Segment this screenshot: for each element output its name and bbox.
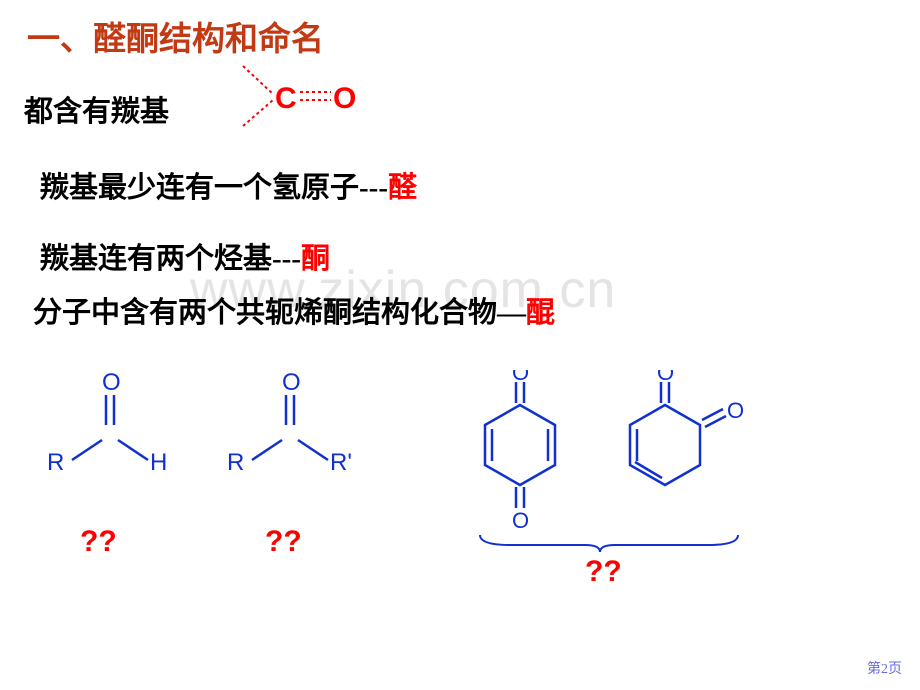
question-mark-1: ??: [80, 525, 117, 559]
carbonyl-o: O: [333, 82, 356, 115]
carbonyl-c: C: [275, 82, 297, 115]
line5-em: 醌: [526, 297, 555, 329]
line3-em: 醛: [388, 172, 417, 204]
carbonyl-structure: C O: [235, 56, 375, 136]
line4-pre: 羰基连有两个烃基---: [40, 243, 301, 275]
line4-em: 酮: [301, 243, 330, 275]
line-quinone-def: 分子中含有两个共轭烯酮结构化合物—醌: [33, 289, 555, 331]
ketone-rp: R': [330, 449, 352, 476]
section-title: 一、醛酮结构和命名: [27, 12, 324, 60]
quinone-brace: [480, 535, 738, 552]
line3-pre: 羰基最少连有一个氢原子---: [40, 172, 388, 204]
aldehyde-h: H: [150, 449, 167, 476]
page-number: 第2页: [867, 658, 902, 678]
chemical-structures: R O H R O R' O O: [40, 370, 880, 560]
ketone-r: R: [227, 449, 244, 476]
question-mark-2: ??: [265, 525, 302, 559]
ortho-quinone: O O: [630, 370, 744, 485]
pq-o-top: O: [512, 370, 529, 385]
ketone-structure: R O R': [227, 370, 352, 476]
ketone-o: O: [282, 370, 301, 396]
question-mark-3: ??: [585, 555, 622, 589]
aldehyde-o: O: [102, 370, 121, 396]
line-carbonyl: 都含有羰基: [24, 88, 169, 130]
aldehyde-r: R: [47, 449, 64, 476]
para-quinone: O O: [485, 370, 555, 533]
oq-o-side: O: [727, 398, 744, 423]
aldehyde-structure: R O H: [47, 370, 167, 476]
pq-o-bot: O: [512, 508, 529, 533]
oq-o-top: O: [657, 370, 674, 385]
line-ketone-def: 羰基连有两个烃基---酮: [40, 235, 330, 277]
line5-pre: 分子中含有两个共轭烯酮结构化合物—: [33, 297, 526, 329]
line-aldehyde-def: 羰基最少连有一个氢原子---醛: [40, 164, 417, 206]
